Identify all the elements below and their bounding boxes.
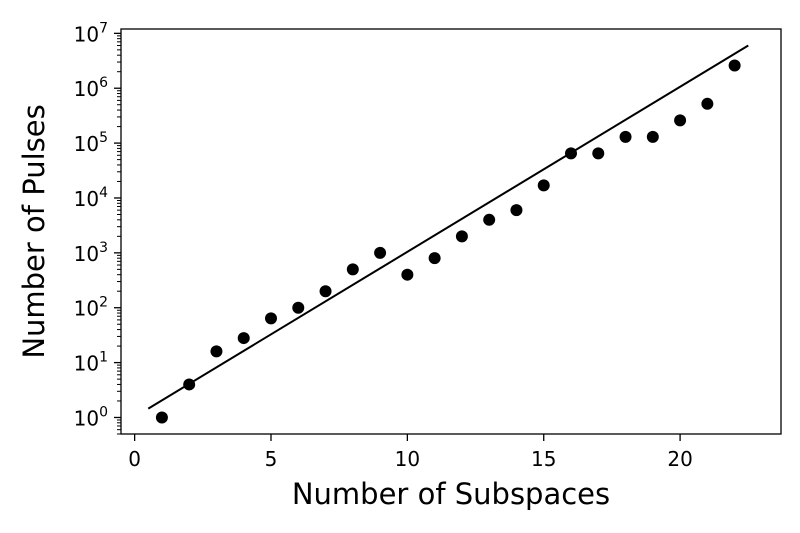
y-tick-label: 104 xyxy=(74,185,108,211)
y-tick-label: 102 xyxy=(74,295,108,321)
y-axis: 100 101 102 103 104 105 106 107 xyxy=(74,20,121,435)
x-axis: 0 5 10 15 20 xyxy=(128,434,693,471)
data-point xyxy=(674,114,687,127)
x-tick-label: 5 xyxy=(265,447,278,471)
data-point xyxy=(346,263,359,276)
x-tick-label: 15 xyxy=(531,447,556,471)
y-tick-label: 106 xyxy=(74,75,108,101)
data-point xyxy=(701,97,714,110)
data-point xyxy=(374,246,387,259)
x-tick-label: 20 xyxy=(667,447,692,471)
data-point xyxy=(619,130,632,143)
x-tick-label: 10 xyxy=(395,447,420,471)
data-point xyxy=(483,213,496,226)
x-axis-title: Number of Subspaces xyxy=(292,477,610,511)
y-axis-title: Number of Pulses xyxy=(17,104,51,358)
y-tick-label: 103 xyxy=(74,240,108,266)
data-point xyxy=(183,378,196,391)
data-point xyxy=(210,345,223,358)
data-point xyxy=(155,411,168,424)
data-point xyxy=(646,130,659,143)
y-tick-label: 100 xyxy=(74,404,108,430)
data-point xyxy=(728,59,741,72)
y-tick-label: 101 xyxy=(74,350,108,376)
data-point xyxy=(401,268,414,281)
data-point xyxy=(265,312,277,325)
data-point xyxy=(565,147,577,160)
fit-line xyxy=(147,44,749,410)
y-tick-label: 105 xyxy=(74,130,108,156)
x-tick-label: 0 xyxy=(128,447,141,471)
data-point xyxy=(455,230,468,243)
data-point xyxy=(428,252,441,265)
plot-frame xyxy=(120,28,782,435)
data-point xyxy=(510,204,523,217)
data-point xyxy=(537,179,550,192)
data-point xyxy=(592,147,605,160)
data-point xyxy=(292,301,305,314)
data-point xyxy=(319,285,332,298)
plot-area xyxy=(147,44,749,424)
data-point xyxy=(237,332,250,345)
y-tick-label: 107 xyxy=(74,20,108,46)
